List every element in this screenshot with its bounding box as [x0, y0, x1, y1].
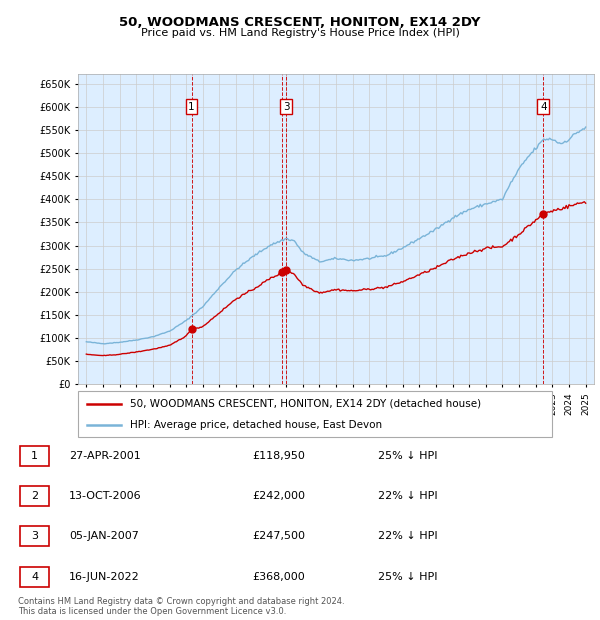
Text: 05-JAN-2007: 05-JAN-2007: [69, 531, 139, 541]
FancyBboxPatch shape: [20, 567, 49, 587]
Text: 50, WOODMANS CRESCENT, HONITON, EX14 2DY (detached house): 50, WOODMANS CRESCENT, HONITON, EX14 2DY…: [130, 399, 481, 409]
Text: 16-JUN-2022: 16-JUN-2022: [69, 572, 140, 582]
Text: £368,000: £368,000: [252, 572, 305, 582]
FancyBboxPatch shape: [20, 526, 49, 546]
FancyBboxPatch shape: [20, 486, 49, 506]
Text: 4: 4: [31, 572, 38, 582]
Text: 4: 4: [540, 102, 547, 112]
Text: 2: 2: [31, 491, 38, 501]
Text: 22% ↓ HPI: 22% ↓ HPI: [378, 491, 437, 501]
Text: 13-OCT-2006: 13-OCT-2006: [69, 491, 142, 501]
Text: 27-APR-2001: 27-APR-2001: [69, 451, 141, 461]
Text: 1: 1: [31, 451, 38, 461]
Text: Contains HM Land Registry data © Crown copyright and database right 2024.: Contains HM Land Registry data © Crown c…: [18, 597, 344, 606]
Text: 50, WOODMANS CRESCENT, HONITON, EX14 2DY: 50, WOODMANS CRESCENT, HONITON, EX14 2DY: [119, 16, 481, 29]
Text: 3: 3: [283, 102, 290, 112]
Text: 3: 3: [31, 531, 38, 541]
Text: HPI: Average price, detached house, East Devon: HPI: Average price, detached house, East…: [130, 420, 382, 430]
Text: 22% ↓ HPI: 22% ↓ HPI: [378, 531, 437, 541]
Text: This data is licensed under the Open Government Licence v3.0.: This data is licensed under the Open Gov…: [18, 606, 286, 616]
FancyBboxPatch shape: [78, 391, 552, 437]
Text: £242,000: £242,000: [252, 491, 305, 501]
Text: Price paid vs. HM Land Registry's House Price Index (HPI): Price paid vs. HM Land Registry's House …: [140, 28, 460, 38]
FancyBboxPatch shape: [20, 446, 49, 466]
Text: £247,500: £247,500: [252, 531, 305, 541]
Text: 25% ↓ HPI: 25% ↓ HPI: [378, 451, 437, 461]
Text: 1: 1: [188, 102, 195, 112]
Text: 25% ↓ HPI: 25% ↓ HPI: [378, 572, 437, 582]
Text: £118,950: £118,950: [252, 451, 305, 461]
